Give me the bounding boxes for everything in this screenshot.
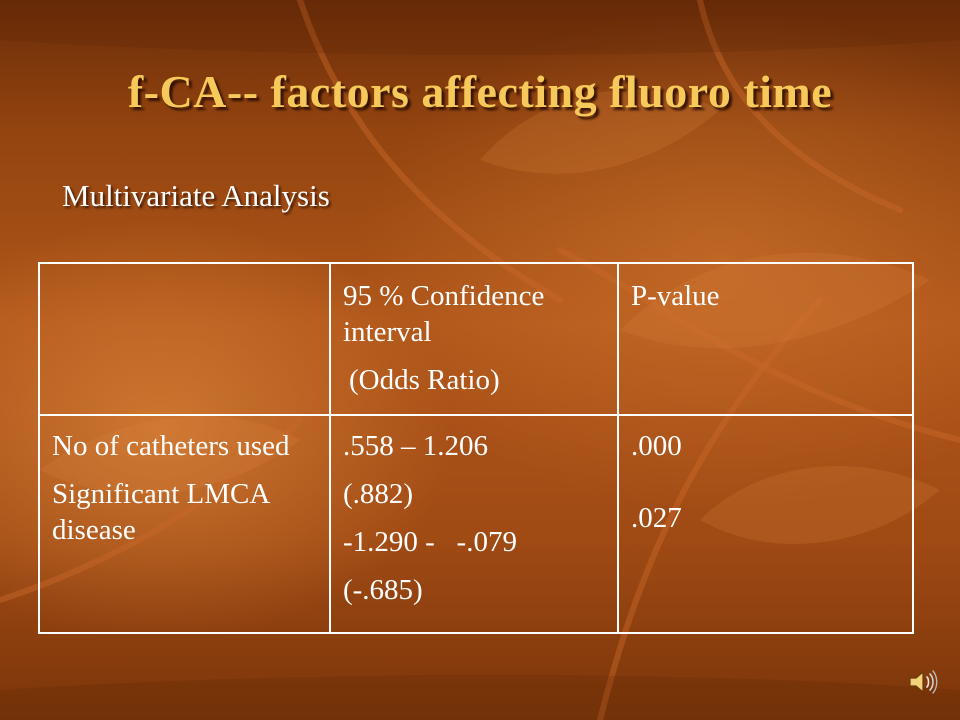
p-value-2: .027 (630, 502, 682, 534)
odds-ratio-2: (-.685) (342, 574, 423, 606)
factor-cell: No of catheters used Significant LMCA di… (38, 414, 331, 634)
header-cell-confidence-interval: 95 % Confidence interval (Odds Ratio) (328, 262, 619, 416)
odds-ratio-1: (.882) (342, 478, 414, 510)
p-value-1: .000 (630, 430, 682, 462)
slide-title: f-CA-- factors affecting fluoro time (127, 66, 833, 117)
multivariate-table: 95 % Confidence interval (Odds Ratio) P-… (38, 262, 915, 634)
header-ci-label: 95 % Confidence interval (342, 280, 545, 348)
table-row: No of catheters used Significant LMCA di… (38, 414, 915, 634)
ci-value-1: .558 – 1.206 (342, 430, 488, 462)
speaker-icon[interactable] (906, 666, 938, 698)
factor-no-of-catheters: No of catheters used (52, 430, 290, 462)
p-value-cell: .000 .027 (616, 414, 915, 634)
table-header-row: 95 % Confidence interval (Odds Ratio) P-… (38, 262, 915, 416)
confidence-interval-cell: .558 – 1.206 (.882) -1.290 - -.079 (-.68… (328, 414, 619, 634)
ci-value-2: -1.290 - -.079 (342, 526, 517, 558)
header-cell-empty (38, 262, 331, 416)
header-odds-ratio-label: (Odds Ratio) (348, 364, 500, 396)
factor-lmca-disease: Significant LMCA disease (52, 478, 269, 546)
slide-subtitle: Multivariate Analysis (62, 178, 330, 213)
header-cell-p-value: P-value (616, 262, 915, 416)
